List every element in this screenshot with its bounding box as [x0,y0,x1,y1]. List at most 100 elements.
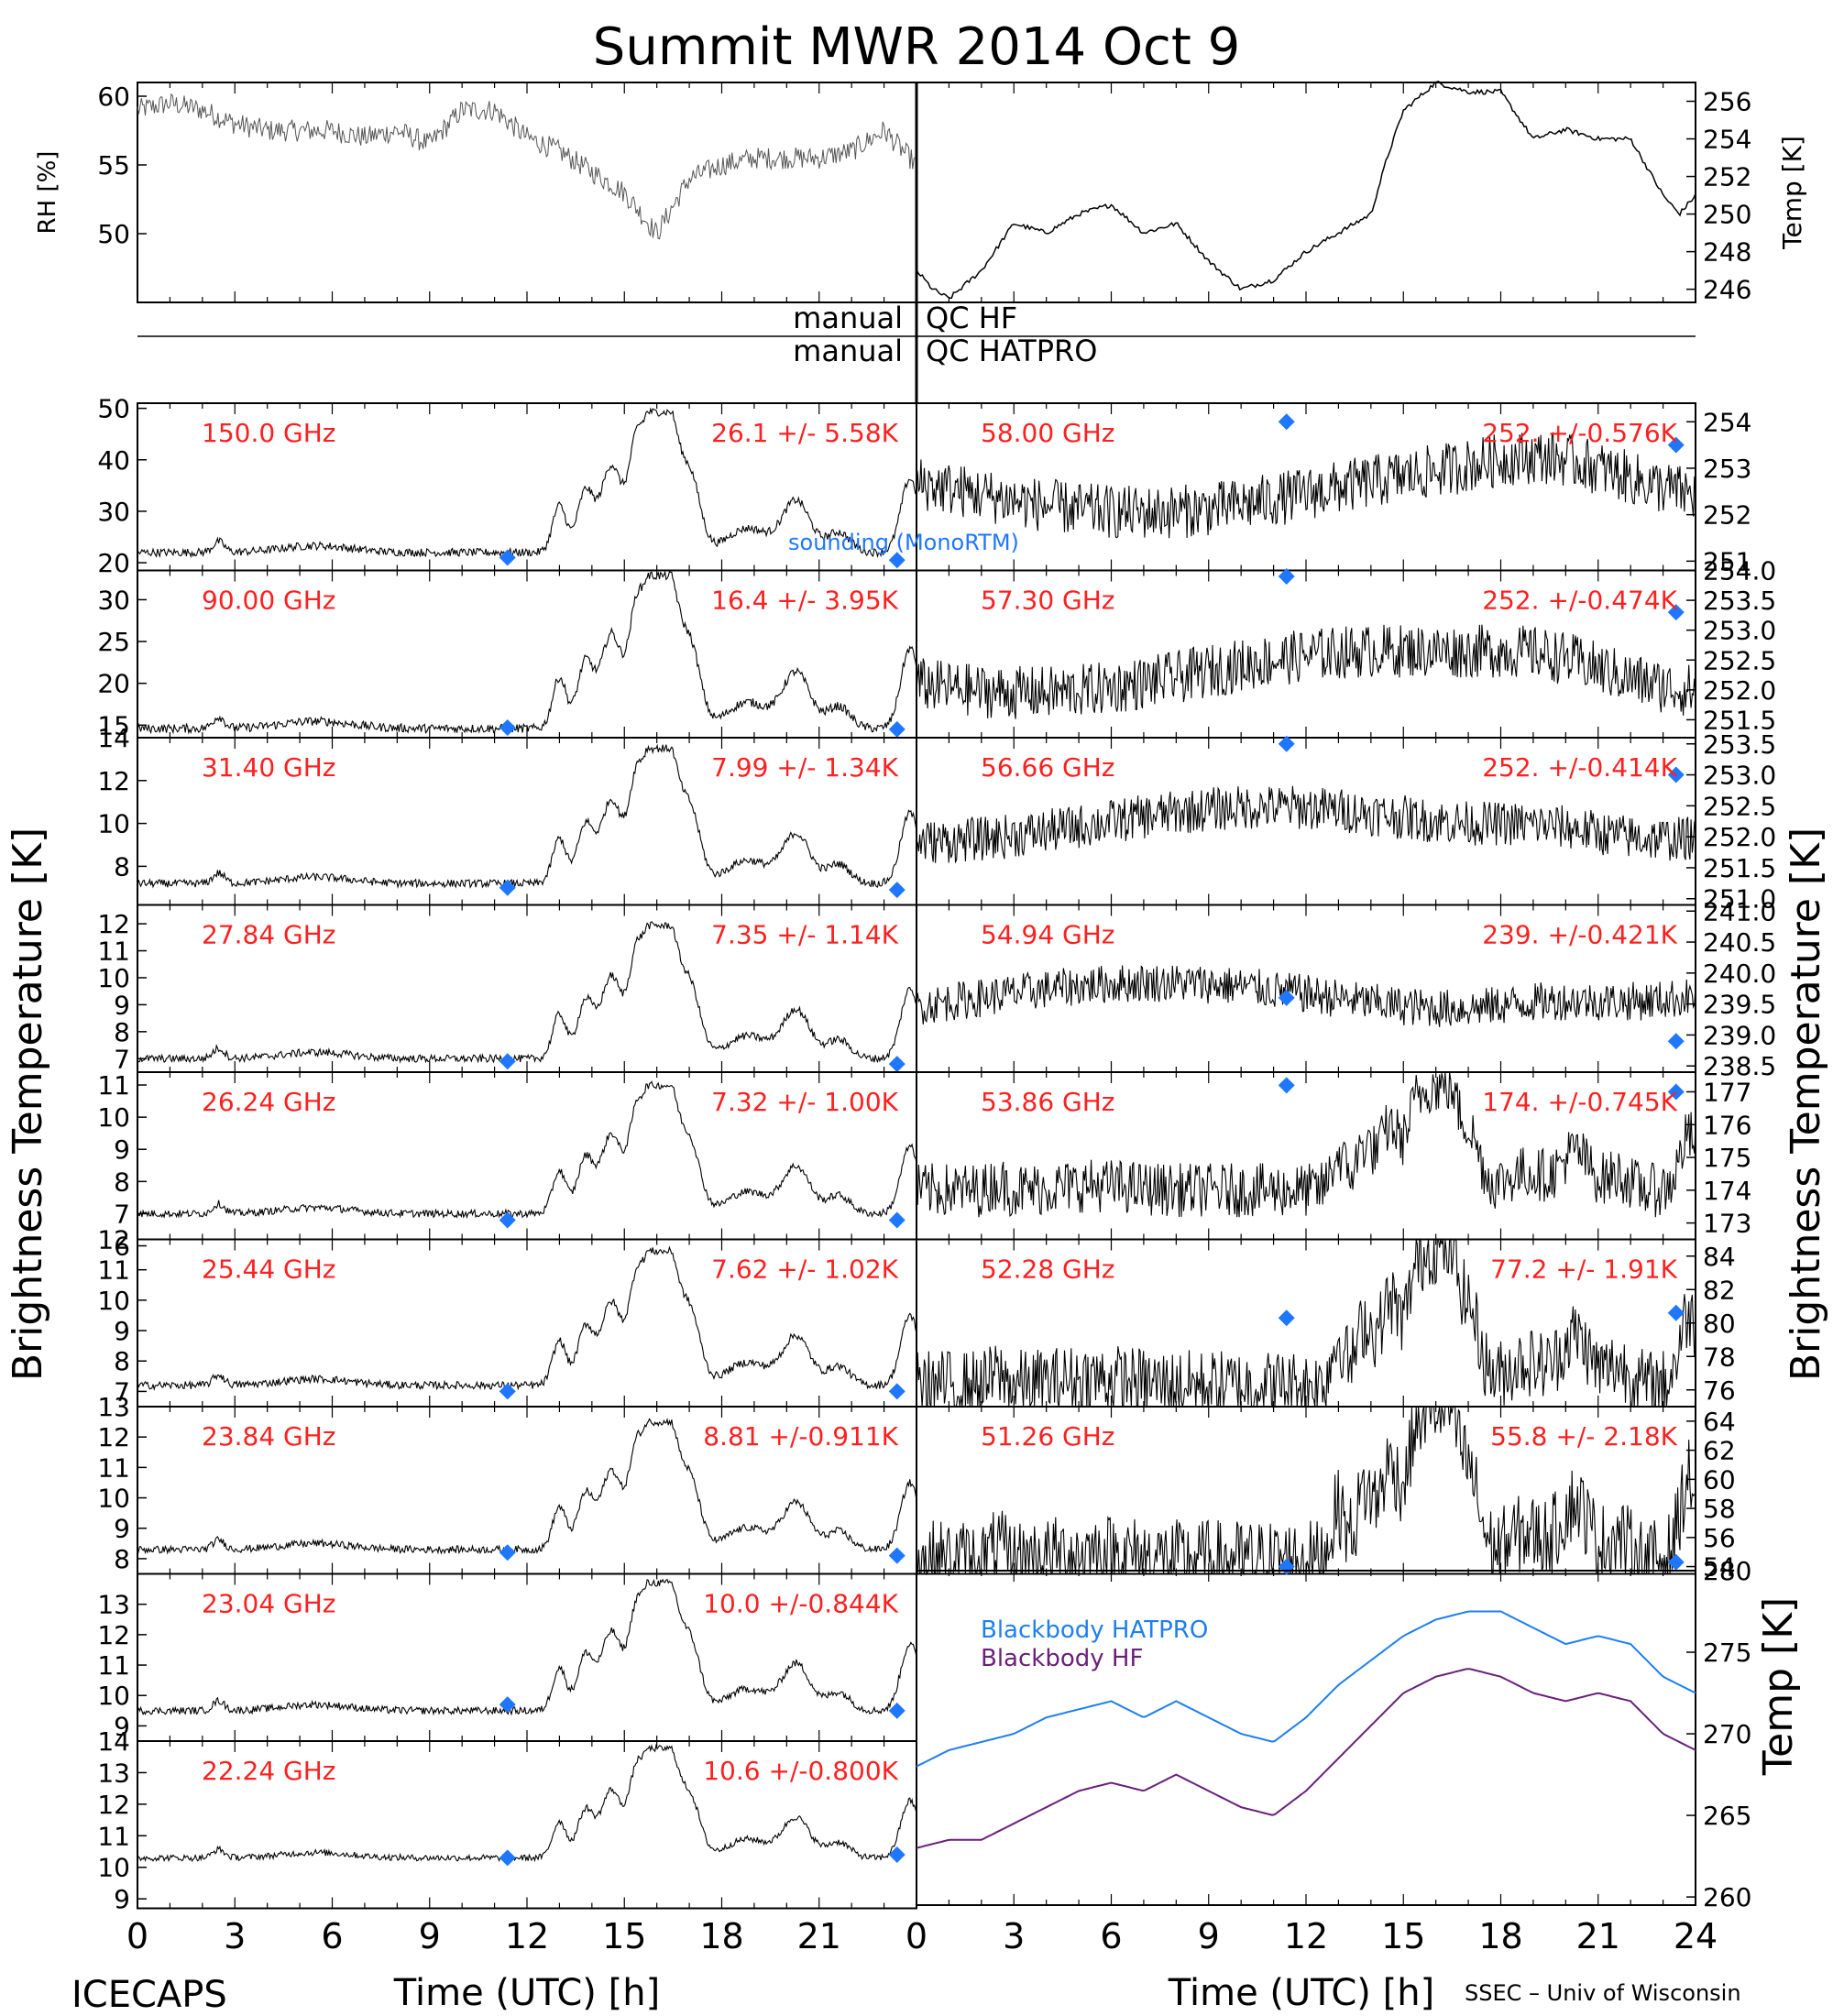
temp-ytick-4: 254 [1703,125,1751,155]
x-tick-labels: 0 3 6 9 12 15 18 21 0 3 6 9 12 15 18 21 24 [126,1916,1718,1956]
channel-freq-label: 22.24 GHz [202,1756,336,1786]
panel-5-ytick-1: 8 [114,1346,130,1376]
panel-2-ytick-3: 14 [97,723,130,753]
panel-3-ytick-0: 7 [114,1044,130,1074]
sounding-point [888,1056,906,1073]
panel-4-ytick-4: 10 [97,1102,130,1133]
channel-stat-label: 26.1 +/- 5.58K [711,418,898,448]
panel-90-00-GHz: 90.00 GHz 16.4 +/- 3.95K 15 20 25 30 [97,569,917,740]
bt-right-axis-label: Brightness Temperature [K] [1783,827,1829,1381]
panel-4-ytick-3: 9 [114,1134,130,1165]
sounding-point [1667,436,1685,454]
panel-13-ytick-4: 177 [1703,1077,1751,1107]
rh-ytick-1: 55 [97,150,130,181]
panel-8-ytick-0: 9 [114,1884,130,1914]
xtick-right-24: 24 [1674,1916,1718,1956]
figure-title: Summit MWR 2014 Oct 9 [593,17,1240,77]
channel-stat-label: 174. +/-0.745K [1482,1087,1677,1117]
qc-manual-label-2: manual [793,334,903,368]
panel-3-ytick-2: 9 [114,990,130,1020]
panel-2-ytick-1: 10 [97,809,130,839]
rh-series [137,93,917,240]
panel-11-ytick-1: 251.5 [1703,853,1776,883]
bb-hf-legend: Blackbody HF [981,1645,1143,1672]
sounding-point [1667,1083,1685,1101]
panel-0-ytick-3: 50 [97,394,130,424]
sounding-point [499,549,516,566]
panel-9-ytick-3: 254 [1703,407,1751,437]
series-23-84-GHz [137,1417,917,1555]
sounding-point [1278,1077,1295,1094]
panel-14-ytick-3: 82 [1703,1275,1736,1305]
panel-10-ytick-3: 253.0 [1703,616,1776,646]
temp-axis-label: Temp [K] [1777,136,1807,250]
xtick-left-0: 0 [126,1916,148,1956]
bb-hf-series [916,1668,1696,1849]
panel-11-ytick-5: 253.5 [1703,729,1776,760]
panel-10-ytick-5: 254.0 [1703,556,1776,586]
sounding-label: sounding (MonoRTM) [788,530,1019,555]
sounding-point [1667,1553,1685,1571]
qc-manual-label-1: manual [793,301,903,335]
channel-stat-label: 16.4 +/- 3.95K [711,586,898,616]
channel-freq-label: 53.86 GHz [981,1087,1115,1117]
qc-hf-label: QC HF [926,301,1017,335]
series-90-00-GHz [137,570,917,735]
panel-9-ytick-1: 252 [1703,500,1751,531]
panel-3-ytick-5: 12 [97,909,130,939]
channel-stat-label: 10.6 +/-0.800K [703,1756,898,1786]
panel-54-94-GHz: 54.94 GHz 239. +/-0.421K238.5239.0239.524… [916,896,1776,1081]
channel-freq-label: 57.30 GHz [981,586,1115,616]
channel-freq-label: 58.00 GHz [981,418,1115,448]
panel-0-ytick-0: 20 [97,548,130,578]
temp-ytick-3: 252 [1703,162,1751,192]
qc-hatpro-label: QC HATPRO [926,334,1097,368]
channel-freq-label: 27.84 GHz [202,920,336,950]
sounding-point [499,1211,516,1229]
series-31-40-GHz [137,743,917,889]
channel-freq-label: 56.66 GHz [981,752,1115,783]
xtick-right-15: 15 [1381,1916,1425,1956]
channel-panels: 150.0 GHz 26.1 +/- 5.58K 20 30 40 50 90.00 GHz… [97,394,1776,1915]
x-axis-label-right: Time (UTC) [h] [1168,1972,1434,2014]
panel-1-ytick-1: 20 [97,669,130,699]
panel-5-ytick-4: 11 [97,1255,130,1286]
panel-5-ytick-0: 7 [114,1376,130,1407]
rh-ytick-0: 50 [97,219,130,249]
xtick-left-21: 21 [797,1916,841,1956]
panel-4-ytick-2: 8 [114,1167,130,1197]
series-58-00-GHz [916,432,1696,539]
panel-6-ytick-0: 8 [114,1544,130,1574]
xtick-left-9: 9 [419,1916,441,1956]
xtick-right-18: 18 [1478,1916,1522,1956]
channel-stat-label: 252. +/-0.474K [1482,586,1677,616]
panel-6-ytick-2: 10 [97,1484,130,1514]
panel-11-ytick-0: 251.0 [1703,884,1776,915]
bb-temp-axis-label: Temp [K] [1755,1597,1802,1776]
panel-8-ytick-4: 13 [97,1758,130,1788]
panel-10-ytick-4: 253.5 [1703,586,1776,616]
series-54-94-GHz [916,965,1696,1027]
bb-ytick-2: 270 [1703,1719,1751,1749]
panel-8-ytick-2: 11 [97,1821,130,1851]
channel-stat-label: 10.0 +/-0.844K [703,1589,898,1619]
series-22-24-GHz [137,1743,917,1863]
sounding-point [499,1849,516,1867]
panel-31-40-GHz: 31.40 GHz 7.99 +/- 1.34K 8 10 12 14 [97,723,917,906]
panel-11-ytick-3: 252.5 [1703,791,1776,821]
panel-6-ytick-3: 11 [97,1452,130,1483]
blackbody-panel: 260 265 270 275 280 [916,1556,1751,1912]
bb-hatpro-legend: Blackbody HATPRO [981,1616,1208,1644]
sounding-point [1278,735,1295,752]
channel-stat-label: 252. +/-0.414K [1482,752,1677,783]
channel-freq-label: 31.40 GHz [202,752,336,783]
sounding-point [888,1846,906,1863]
rh-ytick-2: 60 [97,82,130,112]
channel-freq-label: 54.94 GHz [981,920,1115,950]
